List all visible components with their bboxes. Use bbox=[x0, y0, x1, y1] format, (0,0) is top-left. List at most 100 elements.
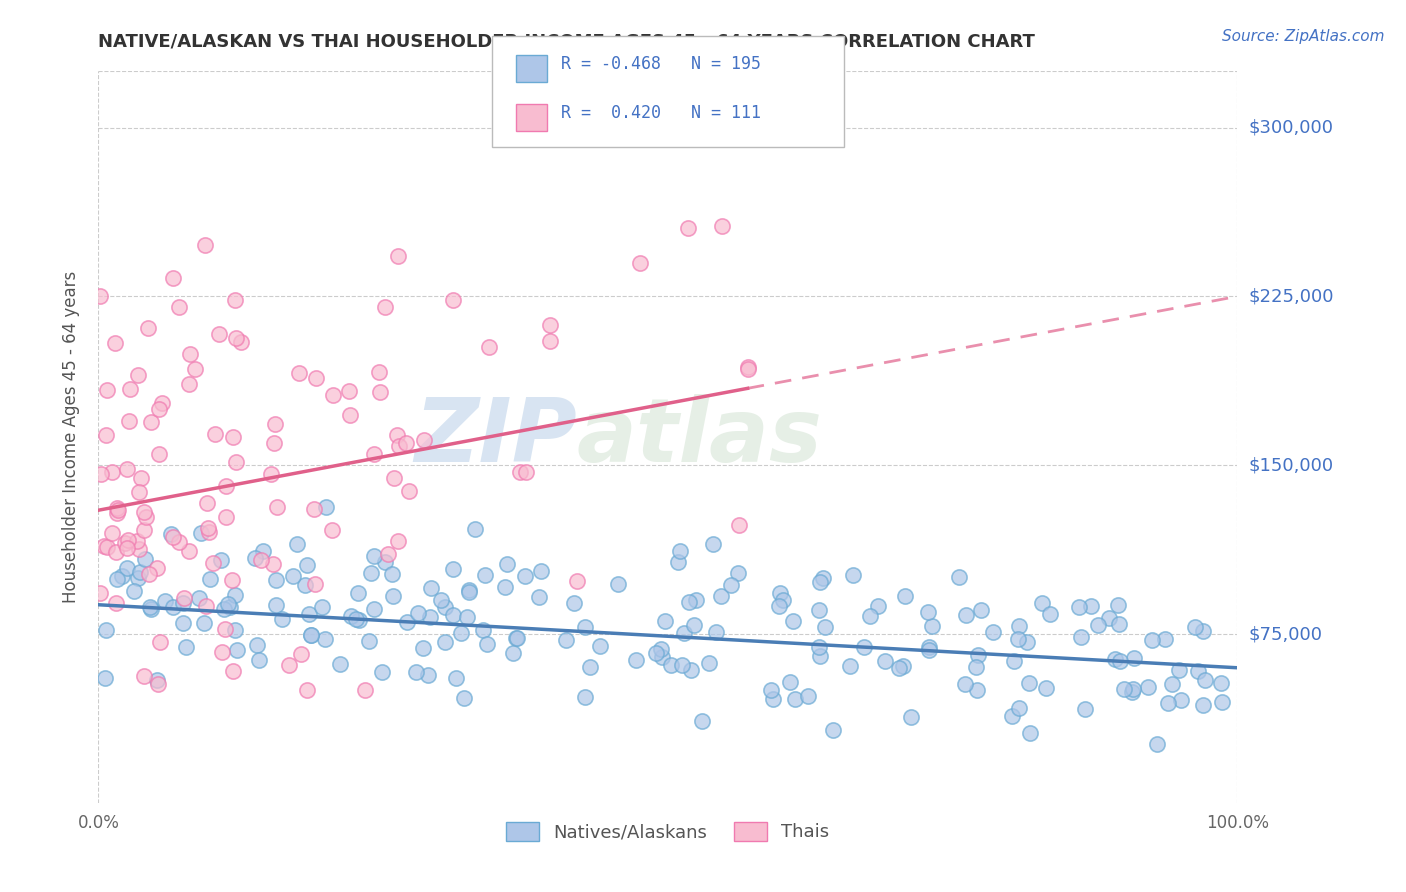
Point bbox=[859, 609, 882, 624]
Point bbox=[727, 517, 749, 532]
Point bbox=[224, 587, 246, 601]
Point bbox=[146, 673, 169, 688]
Point bbox=[970, 603, 993, 617]
Point bbox=[226, 643, 249, 657]
Point bbox=[382, 589, 405, 603]
Point bbox=[162, 530, 184, 544]
Point bbox=[297, 558, 319, 572]
Point bbox=[1140, 633, 1163, 648]
Point bbox=[322, 387, 344, 401]
Point bbox=[169, 301, 191, 315]
Point bbox=[246, 638, 269, 652]
Text: NATIVE/ALASKAN VS THAI HOUSEHOLDER INCOME AGES 45 - 64 YEARS CORRELATION CHART: NATIVE/ALASKAN VS THAI HOUSEHOLDER INCOM… bbox=[98, 32, 1035, 50]
Point bbox=[321, 523, 343, 537]
Point bbox=[1157, 696, 1180, 710]
Point bbox=[419, 610, 441, 624]
Point bbox=[129, 471, 152, 485]
Point bbox=[678, 594, 700, 608]
Point bbox=[96, 384, 118, 398]
Text: atlas: atlas bbox=[576, 393, 823, 481]
Point bbox=[208, 326, 231, 341]
Point bbox=[1123, 651, 1146, 665]
Point bbox=[247, 653, 270, 667]
Point bbox=[669, 544, 692, 558]
Point bbox=[340, 608, 363, 623]
Point bbox=[1019, 726, 1042, 740]
Point bbox=[682, 617, 704, 632]
Point bbox=[204, 427, 226, 442]
Point bbox=[839, 658, 862, 673]
Point bbox=[1122, 682, 1144, 697]
Point bbox=[690, 714, 713, 728]
Point bbox=[697, 657, 720, 671]
Point bbox=[377, 548, 399, 562]
Point bbox=[224, 624, 246, 638]
Point bbox=[363, 602, 385, 616]
Y-axis label: Householder Income Ages 45 - 64 years: Householder Income Ages 45 - 64 years bbox=[62, 271, 80, 603]
Point bbox=[887, 661, 910, 675]
Point bbox=[285, 537, 308, 551]
Point bbox=[290, 648, 312, 662]
Point bbox=[761, 683, 783, 698]
Point bbox=[659, 658, 682, 673]
Point bbox=[374, 300, 396, 314]
Point bbox=[1209, 676, 1232, 690]
Point bbox=[823, 723, 845, 737]
Point bbox=[96, 623, 118, 637]
Point bbox=[184, 362, 207, 376]
Point bbox=[953, 677, 976, 691]
Text: $75,000: $75,000 bbox=[1249, 625, 1323, 643]
Point bbox=[471, 624, 494, 638]
Point bbox=[94, 428, 117, 442]
Point bbox=[104, 545, 127, 559]
Point bbox=[702, 536, 724, 550]
Point bbox=[382, 470, 405, 484]
Point bbox=[264, 574, 287, 588]
Point bbox=[412, 641, 434, 656]
Point bbox=[727, 566, 749, 580]
Point bbox=[177, 377, 200, 392]
Point bbox=[127, 368, 149, 383]
Point bbox=[153, 594, 176, 608]
Point bbox=[141, 602, 163, 616]
Point bbox=[118, 414, 141, 428]
Point bbox=[298, 607, 321, 622]
Point bbox=[685, 592, 707, 607]
Point bbox=[115, 462, 138, 476]
Text: ZIP: ZIP bbox=[413, 393, 576, 481]
Point bbox=[811, 571, 834, 585]
Point bbox=[104, 335, 127, 350]
Point bbox=[1107, 598, 1129, 612]
Point bbox=[93, 539, 115, 553]
Point bbox=[105, 500, 128, 515]
Point bbox=[271, 612, 294, 626]
Point bbox=[250, 553, 273, 567]
Point bbox=[1039, 607, 1062, 622]
Point bbox=[215, 509, 238, 524]
Point bbox=[396, 615, 419, 629]
Point bbox=[418, 668, 440, 682]
Point bbox=[198, 573, 221, 587]
Point bbox=[209, 553, 232, 567]
Point bbox=[420, 581, 443, 595]
Point bbox=[134, 523, 156, 537]
Point bbox=[148, 447, 170, 461]
Point bbox=[222, 430, 245, 444]
Point bbox=[315, 500, 337, 514]
Point bbox=[128, 541, 150, 556]
Point bbox=[1035, 681, 1057, 695]
Point bbox=[304, 577, 326, 591]
Point bbox=[1018, 676, 1040, 690]
Point bbox=[405, 665, 427, 679]
Point bbox=[339, 408, 361, 422]
Point bbox=[93, 671, 115, 685]
Point bbox=[1194, 673, 1216, 688]
Point bbox=[1170, 693, 1192, 707]
Point bbox=[527, 590, 550, 604]
Point bbox=[433, 599, 456, 614]
Point bbox=[266, 500, 288, 515]
Point bbox=[509, 466, 531, 480]
Point bbox=[128, 484, 150, 499]
Point bbox=[506, 631, 529, 645]
Point bbox=[159, 527, 181, 541]
